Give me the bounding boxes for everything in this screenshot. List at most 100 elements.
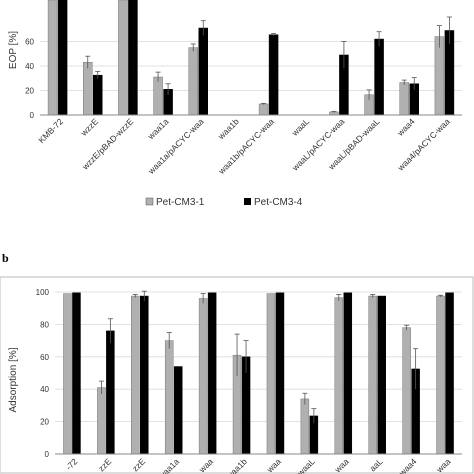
panel-a-y-axis-label: EOP [%] [8,31,19,69]
a-x-label-wzze: wzzE [78,116,100,138]
panel-a-y-ticks: 0 20 40 60 [25,38,34,121]
b-error-bar-pet-cm3-4-10 [413,348,419,390]
panel-b-y-axis-label: Adsorption [%] [8,347,19,412]
legend-swatch-pet-cm3-4 [244,198,251,205]
a-y-tick-60: 60 [25,38,34,47]
a-error-bar-pet-cm3-4-8 [341,41,347,69]
b-error-bar-pet-cm3-1-8 [336,294,342,301]
a-error-bar-pet-cm3-1-8 [331,110,337,113]
a-bar-pet-cm3-1-3 [153,76,163,116]
b-x-label-11: waa [434,456,453,474]
b-error-bar-pet-cm3-4-7 [311,408,317,424]
panel-b-x-tick-labels: -72 zzE zzE waa1a waa waa1b waa waaL waa aaL waa4 w… [64,456,453,474]
panel-b-letter: b [2,251,9,265]
b-error-bar-pet-cm3-1-1 [98,380,104,395]
b-x-label-0: -72 [64,456,80,472]
b-x-label-1: zzE [96,456,113,473]
b-x-label-6: waa [264,456,283,474]
legend-label-pet-cm3-1: Pet-CM3-1 [156,197,205,208]
b-error-bar-pet-cm3-4-5 [243,340,249,373]
b-bar-pet-cm3-1-2 [131,295,140,455]
b-error-bar-pet-cm3-4-1 [107,318,113,344]
b-bar-pet-cm3-1-3 [164,340,174,455]
a-x-label-waa1b: waa1b [215,116,241,142]
a-bar-pet-cm3-4-2 [128,0,138,116]
a-x-label-waa1a: waa1a [145,116,171,142]
panel-b-chart: 0 20 40 60 80 100 Adsorption [%] -72 zzE zzE waa… [8,288,462,474]
a-bar-pet-cm3-1-4 [188,47,198,116]
b-x-label-7: waaL [295,456,317,474]
b-bar-pet-cm3-1-4 [198,298,208,455]
b-y-tick-20: 20 [40,418,49,427]
a-y-tick-0: 0 [30,111,35,120]
a-error-bar-pet-cm3-1-10 [401,79,407,85]
a-y-tick-40: 40 [25,62,34,71]
b-x-label-9: aaL [368,456,385,473]
a-error-bar-pet-cm3-4-11 [446,16,452,44]
b-y-tick-0: 0 [45,450,50,459]
b-y-tick-100: 100 [36,288,50,297]
legend: Pet-CM3-1 Pet-CM3-4 [145,197,303,208]
a-error-bar-pet-cm3-4-6 [271,33,277,36]
a-bar-pet-cm3-4-0 [57,0,68,116]
a-bar-pet-cm3-1-2 [118,0,128,116]
a-error-bar-pet-cm3-1-3 [155,71,161,82]
b-x-label-4: waa [196,456,215,474]
legend-label-pet-cm3-4: Pet-CM3-4 [254,197,303,208]
a-bar-pet-cm3-1-1 [83,62,93,116]
legend-swatch-pet-cm3-1 [145,197,154,206]
b-x-label-2: zzE [130,456,147,473]
b-error-bar-pet-cm3-1-3 [166,332,172,349]
a-error-bar-pet-cm3-4-3 [165,83,171,95]
b-bar-pet-cm3-4-11 [445,292,454,455]
b-bar-pet-cm3-4-0 [72,292,81,455]
b-bar-pet-cm3-1-9 [368,295,377,455]
b-bar-pet-cm3-1-8 [334,297,344,455]
panel-a-bars [47,0,455,116]
a-error-bar-pet-cm3-1-6 [261,102,267,105]
a-bar-pet-cm3-1-6 [258,103,269,116]
b-bar-pet-cm3-1-6 [266,293,276,455]
panel-a-gridlines [40,41,462,116]
a-bar-pet-cm3-1-11 [434,36,445,116]
b-y-tick-60: 60 [40,353,49,362]
a-x-label-waal: waaL [289,116,311,138]
b-x-label-8: waa [332,456,351,474]
a-bar-pet-cm3-4-4 [198,27,208,116]
a-bar-pet-cm3-1-10 [399,82,409,116]
a-error-bar-pet-cm3-4-1 [95,71,101,79]
a-y-tick-20: 20 [25,87,34,96]
a-error-bar-pet-cm3-4-10 [411,77,417,90]
a-error-bar-pet-cm3-4-9 [376,31,382,47]
b-error-bar-pet-cm3-4-2 [141,290,147,301]
a-bar-pet-cm3-4-9 [374,38,384,116]
b-bar-pet-cm3-4-6 [275,292,285,455]
a-bar-pet-cm3-4-1 [93,74,103,116]
b-bar-pet-cm3-1-7 [300,398,310,455]
b-y-tick-40: 40 [40,385,49,394]
panel-b-y-ticks: 0 20 40 60 80 100 [36,288,50,459]
b-bar-pet-cm3-4-3 [173,366,183,455]
b-y-tick-80: 80 [40,320,49,329]
a-error-bar-pet-cm3-1-9 [366,89,372,100]
b-error-bar-pet-cm3-1-9 [370,294,376,298]
b-bar-pet-cm3-4-9 [377,295,386,455]
a-error-bar-pet-cm3-1-1 [85,55,91,69]
b-bar-pet-cm3-4-8 [343,292,353,455]
b-error-bar-pet-cm3-1-5 [234,333,240,377]
panel-b-bars [63,290,454,455]
b-x-label-5: waa1b [223,456,249,474]
b-error-bar-pet-cm3-1-10 [404,324,410,331]
a-error-bar-pet-cm3-1-11 [436,25,442,48]
b-bar-pet-cm3-1-1 [97,387,106,455]
a-x-label-waa4: waa4 [395,116,417,138]
panel-b-gridlines [55,291,462,455]
b-bar-pet-cm3-1-0 [63,293,72,455]
a-error-bar-pet-cm3-1-4 [190,43,196,52]
b-error-bar-pet-cm3-1-4 [200,293,206,304]
b-bar-pet-cm3-4-1 [106,330,115,455]
b-error-bar-pet-cm3-1-2 [132,294,138,298]
